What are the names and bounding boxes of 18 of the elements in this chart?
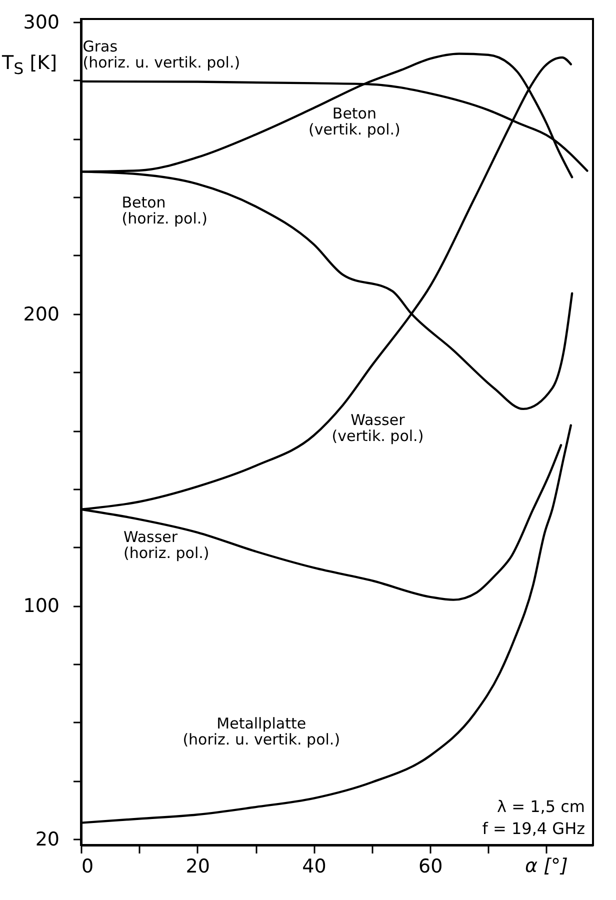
x-tick-label: 0	[82, 856, 94, 878]
y-tick-label: 100	[23, 595, 60, 618]
y-tick-label: 300	[23, 11, 60, 34]
x-tick-label: 20	[186, 856, 210, 878]
series-label: Gras (horiz. u. vertik. pol.)	[82, 37, 240, 72]
x-tick-label: 60	[418, 856, 443, 878]
series-label: Beton (vertik. pol.)	[308, 104, 400, 139]
text: Metallplatte (horiz. u. vertik. pol.)	[182, 714, 340, 749]
series-label: Wasser (vertik. pol.)	[332, 411, 424, 446]
y-axis-title: T$_{S}$ [K]	[2, 52, 57, 78]
x-axis-title: α [°]	[525, 855, 568, 877]
annotation: f = 19,4 GHz	[482, 819, 585, 838]
series-label: Wasser (horiz. pol.)	[123, 528, 210, 562]
x-tick-label: 40	[302, 856, 326, 878]
series-label: Beton (horiz. pol.)	[122, 194, 208, 228]
y-tick-label: 20	[35, 828, 60, 851]
y-tick-label: 200	[23, 303, 60, 326]
annotation: λ = 1,5 cm	[497, 797, 585, 816]
